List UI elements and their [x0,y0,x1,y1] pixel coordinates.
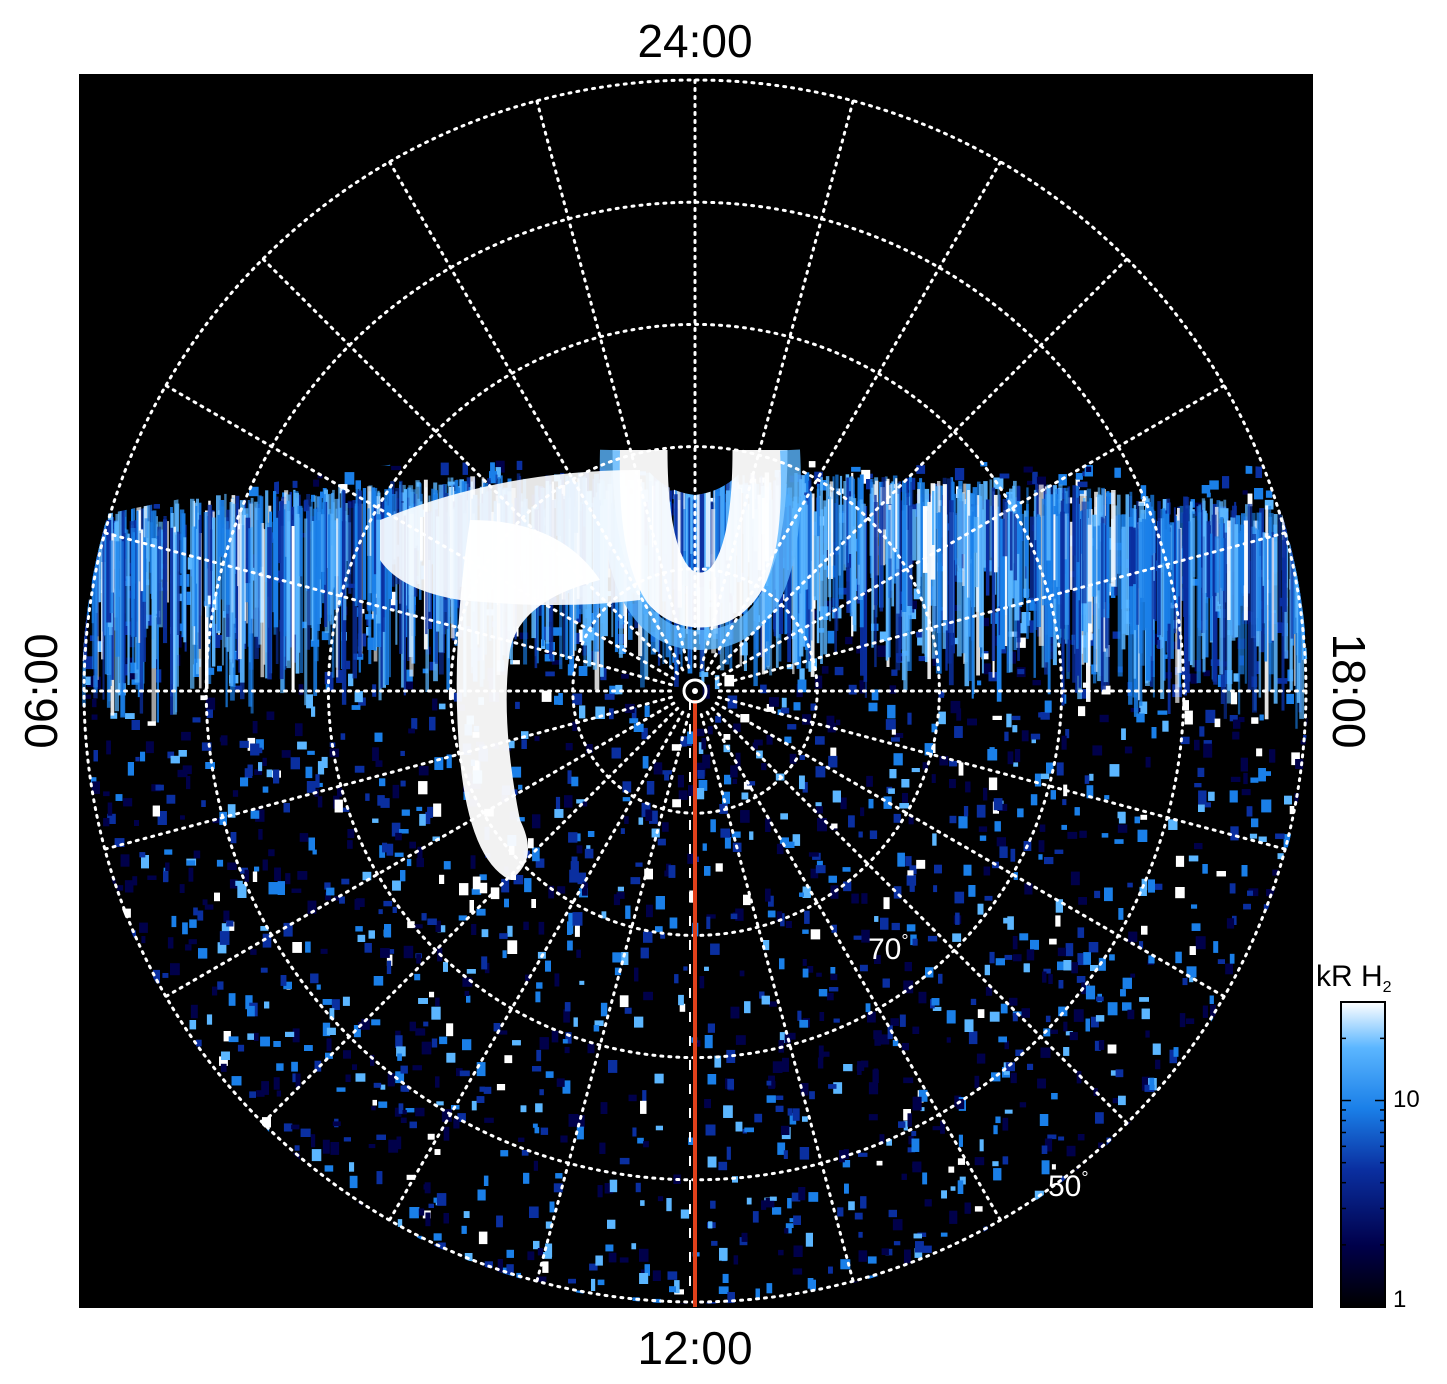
colorbar-tick-label-10: 10 [1393,1086,1420,1113]
meridian-line [261,257,680,676]
meridian-line [705,710,1002,1222]
meridian-line [714,701,1226,998]
local-time-bottom: 12:00 [637,1322,752,1374]
meridian-line [535,99,691,669]
meridian-line [705,160,1002,672]
pole-marker [682,678,708,704]
meridian-line [261,706,680,1125]
meridian-line [717,695,1287,851]
colorbar-gradient [1340,1001,1386,1308]
meridian-line [388,160,685,672]
local-time-top: 24:00 [637,15,752,67]
meridian-line [699,713,855,1283]
latitude-label-70: 70° [868,931,909,966]
meridian-line [717,531,1287,687]
bright-spur [456,520,600,880]
meridian-line [714,384,1226,681]
meridian-line [710,706,1129,1125]
meridian-line [699,99,855,669]
local-time-left: 06:00 [15,633,67,748]
meridian-line [164,384,676,681]
meridian-line [103,695,673,851]
meridian-line [535,713,691,1283]
colorbar-ticks [1341,1001,1385,1308]
colorbar: kR H2 10 1 [1316,960,1420,1313]
auroral-oval-arc [612,449,788,628]
colorbar-tick-label-1: 1 [1393,1286,1406,1313]
meridian-line [710,257,1129,676]
colorbar-unit: kR H2 [1316,960,1392,996]
meridian-line [164,701,676,998]
local-time-right: 18:00 [1323,633,1375,748]
latitude-label-50: 50° [1048,1168,1089,1203]
meridian-line [103,531,673,687]
meridian-line [388,710,685,1222]
